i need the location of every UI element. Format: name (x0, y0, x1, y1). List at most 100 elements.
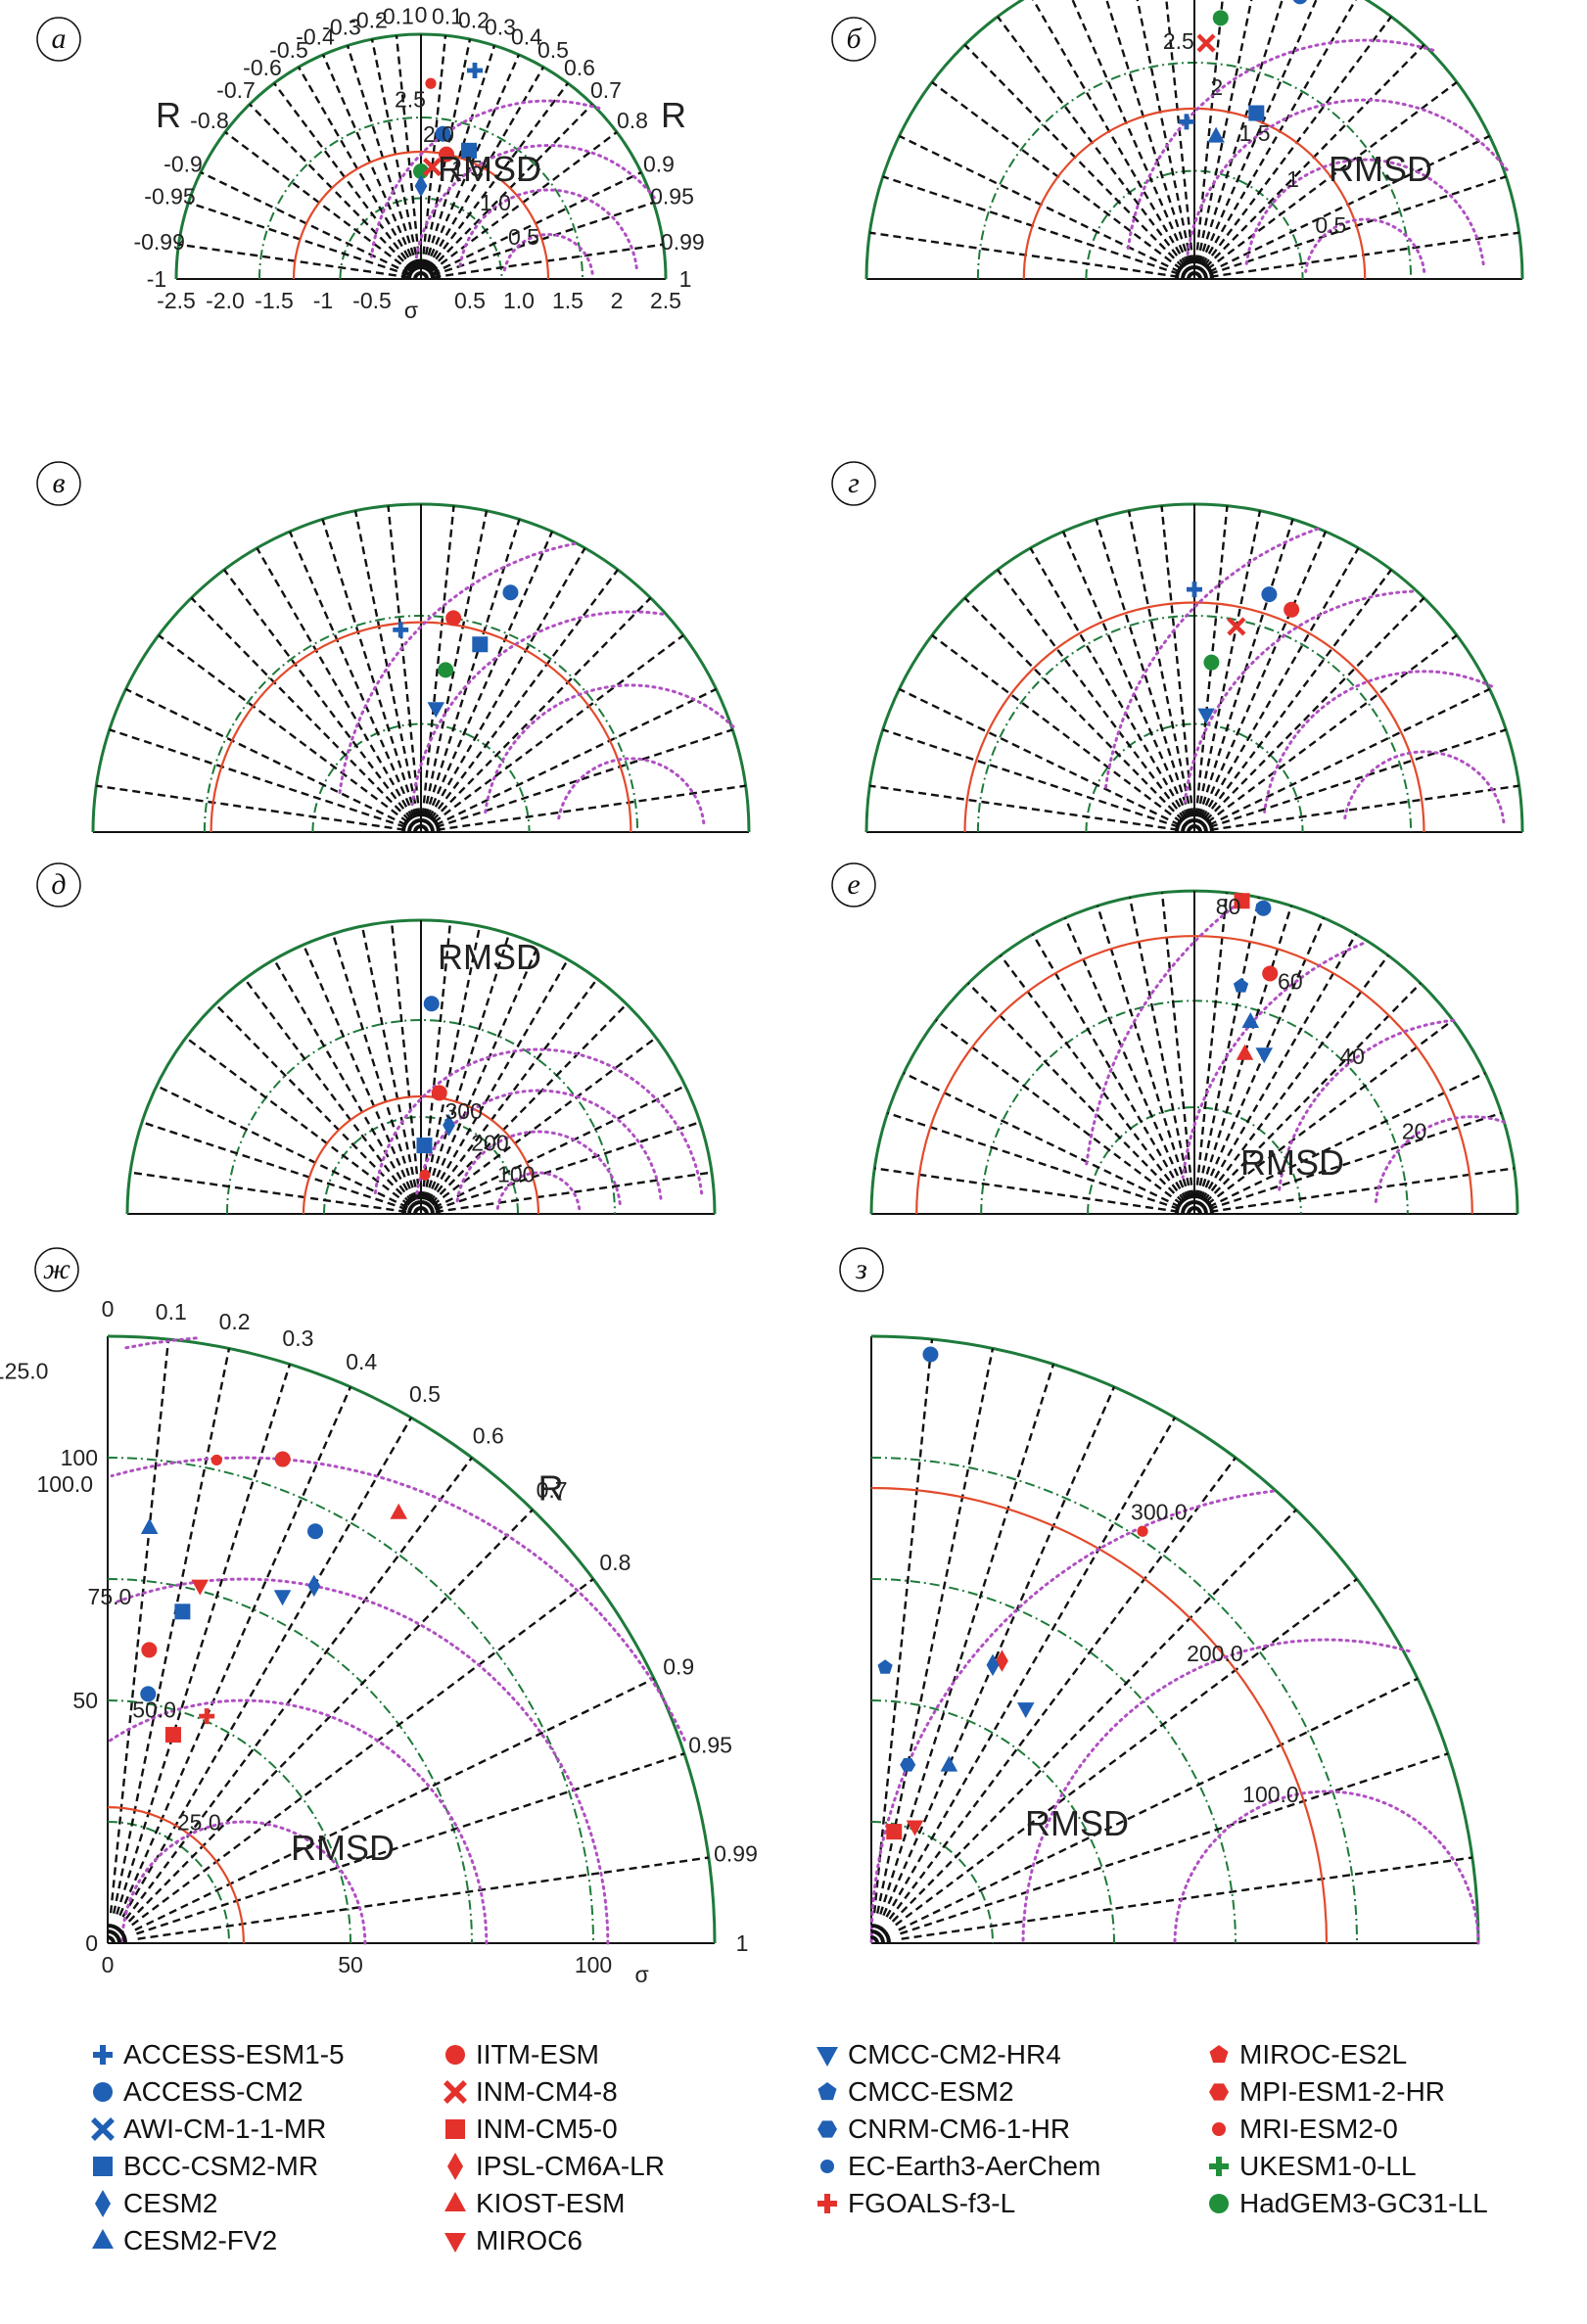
legend-marker (91, 2117, 115, 2141)
r-line-9 (1208, 1072, 1486, 1208)
reference-sigma-arc (302, 1094, 540, 1215)
r-line-21 (882, 175, 1180, 275)
r-line-1 (421, 505, 455, 816)
r-line-17 (997, 569, 1186, 820)
legend-item-awi-cm-1-1-mr: AWI-CM-1-1-MR (88, 2111, 345, 2148)
taylor-panel-zh: ж RMSD 25.0 50.0 75.0 100.0 125.0 0 0.1 0.2 0.3 0.4… (0, 1247, 758, 1987)
legend-item-mri-esm2-0: MRI-ESM2-0 (1204, 2111, 1488, 2148)
point-mri-esm2-0 (425, 77, 437, 89)
r-line-8 (1206, 634, 1458, 823)
taylor-grid (864, 0, 1524, 280)
r-line-1 (1194, 0, 1224, 263)
diamond-marker-icon (95, 2190, 111, 2217)
panel-letter: б (846, 23, 862, 55)
r-tick-3: -0.9 (163, 151, 203, 176)
legend-marker (444, 2233, 466, 2253)
plus-marker-icon (817, 2194, 837, 2213)
square-marker-icon (93, 2157, 113, 2176)
point-access-cm2 (423, 996, 440, 1012)
r-line-19 (185, 1037, 410, 1206)
r-line-14 (1095, 519, 1191, 817)
r-tick-1: -0.99 (133, 229, 184, 255)
legend-label: BCC-CSM2-MR (123, 2151, 319, 2181)
rmsd-circle-3 (373, 1047, 704, 1195)
rmsd-label: RMSD (1025, 1803, 1129, 1843)
legend-marker (1209, 2045, 1229, 2064)
legend-item-ipsl-cm6a-lr: IPSL-CM6A-LR (441, 2148, 665, 2185)
panel-letter: в (52, 467, 65, 499)
r-line-10 (434, 1121, 701, 1211)
taylor-panel-v: в (36, 461, 751, 833)
legend-item-inm-cm5-0: INM-CM5-0 (441, 2111, 665, 2148)
r-tick-3: 0.3 (282, 1325, 313, 1351)
legend-item-cesm2-fv2: CESM2-FV2 (88, 2222, 345, 2259)
reference-sigma-arc (107, 1806, 245, 1944)
panel-letter-circle (36, 461, 81, 506)
legend-label: MPI-ESM1-2-HR (1239, 2076, 1446, 2107)
point-cesm2-fv2 (1241, 1011, 1260, 1028)
rmsd-tick-2: 75.0 (88, 1584, 132, 1609)
point-inm-cm5-0 (164, 1727, 181, 1743)
legend-marker (817, 2047, 838, 2067)
point-inm-cm4-8 (1196, 33, 1216, 53)
circle-small-marker-icon (820, 2160, 834, 2173)
r-tick-4: -0.8 (190, 108, 229, 133)
sigma-tick-6: 1.0 (503, 288, 535, 313)
legend-label: KIOST-ESM (476, 2188, 626, 2218)
rmsd-tick-3: 2.0 (423, 121, 454, 147)
data-points (140, 1451, 408, 1743)
r-line-0 (109, 1338, 170, 1914)
legend-label: HadGEM3-GC31-LL (1239, 2188, 1488, 2218)
r-line-1 (421, 921, 452, 1200)
r-axis-label: R (538, 1467, 564, 1508)
r-tick-7: -0.5 (269, 37, 308, 63)
legend-label: CNRM-CM6-1-HR (848, 2114, 1071, 2144)
rmsd-label: RMSD (1240, 1142, 1344, 1183)
rmsd-tick-0: 0.5 (508, 224, 539, 250)
r-line-8 (134, 1677, 655, 1931)
r-line-14 (331, 933, 418, 1201)
panel-letter: ж (43, 1253, 70, 1285)
plus-marker-icon (93, 2045, 113, 2065)
legend-item-kiost-esm: KIOST-ESM (441, 2185, 665, 2222)
origin-ring-2 (107, 1924, 127, 1944)
panel-letter: а (52, 23, 67, 55)
point-hadgem3-gc31-ll (1203, 654, 1220, 671)
rmsd-circle-0 (120, 1820, 367, 1945)
r-line-5 (1201, 933, 1358, 1201)
rmsd-tick-1: 40 (1339, 1044, 1365, 1069)
r-line-13 (1128, 897, 1192, 1199)
rmsd-circle-1 (1244, 158, 1485, 266)
r-line-10 (1209, 728, 1507, 828)
outer-arc (107, 1334, 717, 1944)
origin-ring-2 (1175, 1194, 1214, 1215)
legend-label: CMCC-ESM2 (848, 2076, 1014, 2107)
reference-sigma-arc (292, 150, 550, 280)
legend-item-cesm2: CESM2 (88, 2185, 345, 2222)
r-line-15 (1071, 0, 1190, 265)
point-iitm-esm (431, 1085, 447, 1101)
r-line-15 (288, 531, 416, 818)
r-tick-1: 0.1 (156, 1299, 187, 1325)
legend-label: MIROC6 (476, 2225, 583, 2255)
point-access-esm1-5 (393, 622, 409, 638)
r-tick-16: 0.4 (511, 24, 542, 50)
legend-label: IPSL-CM6A-LR (476, 2151, 665, 2181)
legend-marker (817, 2194, 837, 2213)
r-line-9 (900, 1752, 1449, 1935)
r-line-1 (113, 1348, 231, 1914)
sigma-tick-1: 50 (338, 1952, 363, 1977)
point-access-esm1-5 (1187, 581, 1202, 598)
r-tick-0: -1 (147, 266, 166, 292)
taylor-panel-a: а RMSD 0.5 1.0 1.5 2.0 2.5 -1 -0.99 -0.95 -0.9 -0.8… (36, 2, 705, 323)
point-cesm2-fv2 (140, 1517, 159, 1534)
rmsd-label: RMSD (291, 1828, 395, 1868)
r-line-21 (887, 1111, 1180, 1210)
legend-column-1: ACCESS-ESM1-5 ACCESS-CM2 AWI-CM-1-1-MR BCC-… (88, 2036, 345, 2259)
point-access-cm2 (922, 1346, 939, 1363)
rmsd-tick-0: 25.0 (177, 1810, 221, 1836)
r-line-16 (272, 958, 415, 1202)
sigma-tick-2: -1.5 (255, 288, 294, 313)
r-tick-9: -0.3 (322, 14, 361, 39)
r-line-20 (200, 170, 411, 275)
